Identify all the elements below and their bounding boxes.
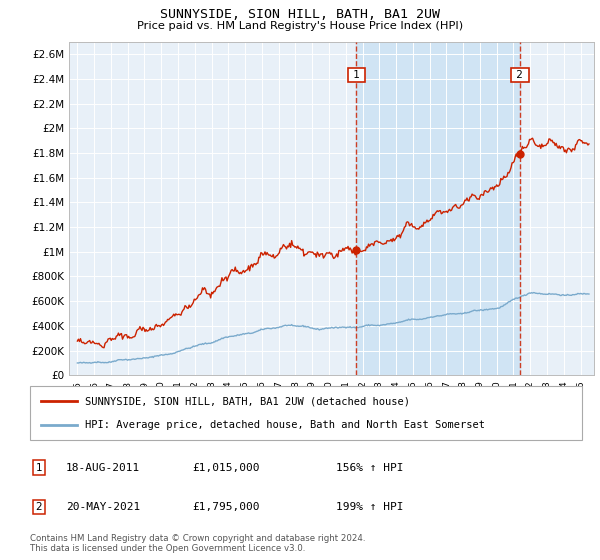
Text: £1,015,000: £1,015,000 [192,463,260,473]
Text: 18-AUG-2011: 18-AUG-2011 [66,463,140,473]
Text: Price paid vs. HM Land Registry's House Price Index (HPI): Price paid vs. HM Land Registry's House … [137,21,463,31]
Text: 199% ↑ HPI: 199% ↑ HPI [336,502,404,512]
Bar [356,42,520,375]
Text: 2: 2 [35,502,43,512]
Text: 156% ↑ HPI: 156% ↑ HPI [336,463,404,473]
Text: 1: 1 [350,71,363,80]
Text: £1,795,000: £1,795,000 [192,502,260,512]
Text: 1: 1 [35,463,43,473]
Text: HPI: Average price, detached house, Bath and North East Somerset: HPI: Average price, detached house, Bath… [85,419,485,430]
Text: SUNNYSIDE, SION HILL, BATH, BA1 2UW: SUNNYSIDE, SION HILL, BATH, BA1 2UW [160,8,440,21]
Text: 20-MAY-2021: 20-MAY-2021 [66,502,140,512]
FancyBboxPatch shape [30,386,582,440]
Text: Contains HM Land Registry data © Crown copyright and database right 2024.
This d: Contains HM Land Registry data © Crown c… [30,534,365,553]
Text: SUNNYSIDE, SION HILL, BATH, BA1 2UW (detached house): SUNNYSIDE, SION HILL, BATH, BA1 2UW (det… [85,396,410,407]
Text: 2: 2 [514,71,526,80]
